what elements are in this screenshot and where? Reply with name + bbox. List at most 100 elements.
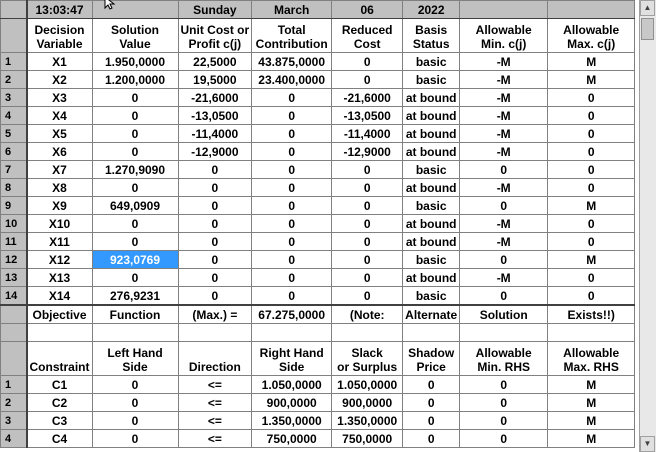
grid-cell[interactable]: X6: [26, 142, 93, 161]
grid-cell[interactable]: 0: [91, 88, 179, 107]
grid-cell[interactable]: 0: [251, 196, 333, 215]
grid-cell[interactable]: 1.200,0000: [91, 70, 179, 89]
grid-cell[interactable]: 0: [331, 232, 404, 251]
grid-cell[interactable]: 0: [177, 178, 253, 197]
grid-cell[interactable]: [402, 323, 461, 342]
grid-cell[interactable]: <=: [177, 375, 253, 394]
grid-cell[interactable]: 0: [331, 70, 404, 89]
grid-cell[interactable]: 0: [331, 52, 404, 71]
grid-cell[interactable]: -M: [459, 268, 549, 287]
grid-cell[interactable]: 0: [251, 232, 333, 251]
row-number[interactable]: 9: [0, 196, 28, 215]
grid-cell[interactable]: 0: [91, 411, 179, 430]
grid-cell[interactable]: 0: [459, 250, 549, 269]
row-number[interactable]: 14: [0, 286, 28, 306]
grid-cell[interactable]: -M: [459, 214, 549, 233]
grid-cell[interactable]: basic: [402, 70, 461, 89]
var-col-header[interactable]: Allowable Max. c(j): [547, 18, 636, 53]
grid-cell[interactable]: M: [547, 52, 636, 71]
grid-cell[interactable]: at bound: [402, 268, 461, 287]
grid-cell[interactable]: at bound: [402, 142, 461, 161]
grid-cell[interactable]: X9: [26, 196, 93, 215]
grid-cell[interactable]: -11,4000: [331, 124, 404, 143]
grid-cell[interactable]: 0: [251, 124, 333, 143]
grid-cell[interactable]: 0: [91, 106, 179, 125]
grid-cell[interactable]: 0: [402, 429, 461, 448]
grid-cell[interactable]: 0: [459, 160, 549, 179]
grid-cell[interactable]: 0: [91, 178, 179, 197]
grid-cell[interactable]: 0: [402, 375, 461, 394]
objective-cell[interactable]: (Note:: [331, 304, 404, 324]
grid-cell[interactable]: [547, 323, 636, 342]
grid-cell[interactable]: 1.050,0000: [251, 375, 333, 394]
grid-cell[interactable]: 0: [251, 250, 333, 269]
grid-cell[interactable]: <=: [177, 393, 253, 412]
grid-cell[interactable]: 43.875,0000: [251, 52, 333, 71]
grid-cell[interactable]: -M: [459, 232, 549, 251]
grid-cell[interactable]: 0: [251, 142, 333, 161]
grid-cell[interactable]: 0: [547, 214, 636, 233]
grid-cell[interactable]: 0: [91, 429, 179, 448]
grid-cell[interactable]: 1.050,0000: [331, 375, 404, 394]
con-col-header[interactable]: Allowable Min. RHS: [459, 341, 549, 376]
grid-cell[interactable]: at bound: [402, 214, 461, 233]
row-number[interactable]: 2: [0, 393, 28, 412]
grid-cell[interactable]: <=: [177, 411, 253, 430]
grid-cell[interactable]: -13,0500: [177, 106, 253, 125]
grid-cell[interactable]: 0: [459, 411, 549, 430]
grid-cell[interactable]: 0: [177, 286, 253, 306]
grid-cell[interactable]: -M: [459, 52, 549, 71]
grid-cell[interactable]: 0: [331, 286, 404, 306]
grid-cell[interactable]: basic: [402, 286, 461, 306]
grid-cell[interactable]: M: [547, 393, 636, 412]
grid-cell[interactable]: X3: [26, 88, 93, 107]
grid-cell[interactable]: 0: [331, 178, 404, 197]
objective-cell[interactable]: (Max.) =: [177, 304, 253, 324]
var-col-header[interactable]: Unit Cost or Profit c(j): [177, 18, 253, 53]
grid-cell[interactable]: 0: [459, 196, 549, 215]
grid-cell[interactable]: 900,0000: [331, 393, 404, 412]
grid-cell[interactable]: -M: [459, 70, 549, 89]
grid-cell[interactable]: 0: [91, 375, 179, 394]
grid-cell[interactable]: 0: [331, 196, 404, 215]
con-col-header[interactable]: Constraint: [26, 341, 93, 376]
grid-cell[interactable]: X12: [26, 250, 93, 269]
grid-cell[interactable]: 276,9231: [91, 286, 179, 306]
grid-cell[interactable]: basic: [402, 160, 461, 179]
grid-cell[interactable]: 0: [177, 214, 253, 233]
con-col-header[interactable]: Slack or Surplus: [331, 341, 404, 376]
grid-cell[interactable]: 0: [547, 142, 636, 161]
grid-cell[interactable]: at bound: [402, 178, 461, 197]
grid-cell[interactable]: C1: [26, 375, 93, 394]
grid-cell[interactable]: 0: [459, 375, 549, 394]
grid-cell[interactable]: [91, 323, 179, 342]
grid-cell[interactable]: X7: [26, 160, 93, 179]
grid-cell[interactable]: 1.950,0000: [91, 52, 179, 71]
row-number[interactable]: 2: [0, 70, 28, 89]
grid-cell[interactable]: 0: [331, 250, 404, 269]
con-col-header[interactable]: Direction: [177, 341, 253, 376]
row-number[interactable]: 10: [0, 214, 28, 233]
var-col-header[interactable]: Basis Status: [402, 18, 461, 53]
grid-cell[interactable]: 0: [251, 178, 333, 197]
row-number[interactable]: 8: [0, 178, 28, 197]
grid-cell[interactable]: -21,6000: [331, 88, 404, 107]
grid-cell[interactable]: 0: [547, 178, 636, 197]
grid-cell[interactable]: X4: [26, 106, 93, 125]
row-number[interactable]: 3: [0, 411, 28, 430]
grid-cell[interactable]: -21,6000: [177, 88, 253, 107]
con-col-header[interactable]: Left Hand Side: [91, 341, 179, 376]
grid-cell[interactable]: M: [547, 70, 636, 89]
grid-cell[interactable]: 0: [91, 142, 179, 161]
grid-cell[interactable]: basic: [402, 52, 461, 71]
row-number[interactable]: 13: [0, 268, 28, 287]
row-number[interactable]: 4: [0, 429, 28, 448]
grid-cell[interactable]: -13,0500: [331, 106, 404, 125]
grid-cell[interactable]: 0: [331, 160, 404, 179]
objective-cell[interactable]: Alternate: [402, 304, 461, 324]
scroll-up-icon[interactable]: ▲: [640, 0, 655, 16]
grid-cell[interactable]: X10: [26, 214, 93, 233]
row-number[interactable]: 6: [0, 142, 28, 161]
grid-cell[interactable]: C4: [26, 429, 93, 448]
grid-cell[interactable]: 0: [91, 124, 179, 143]
